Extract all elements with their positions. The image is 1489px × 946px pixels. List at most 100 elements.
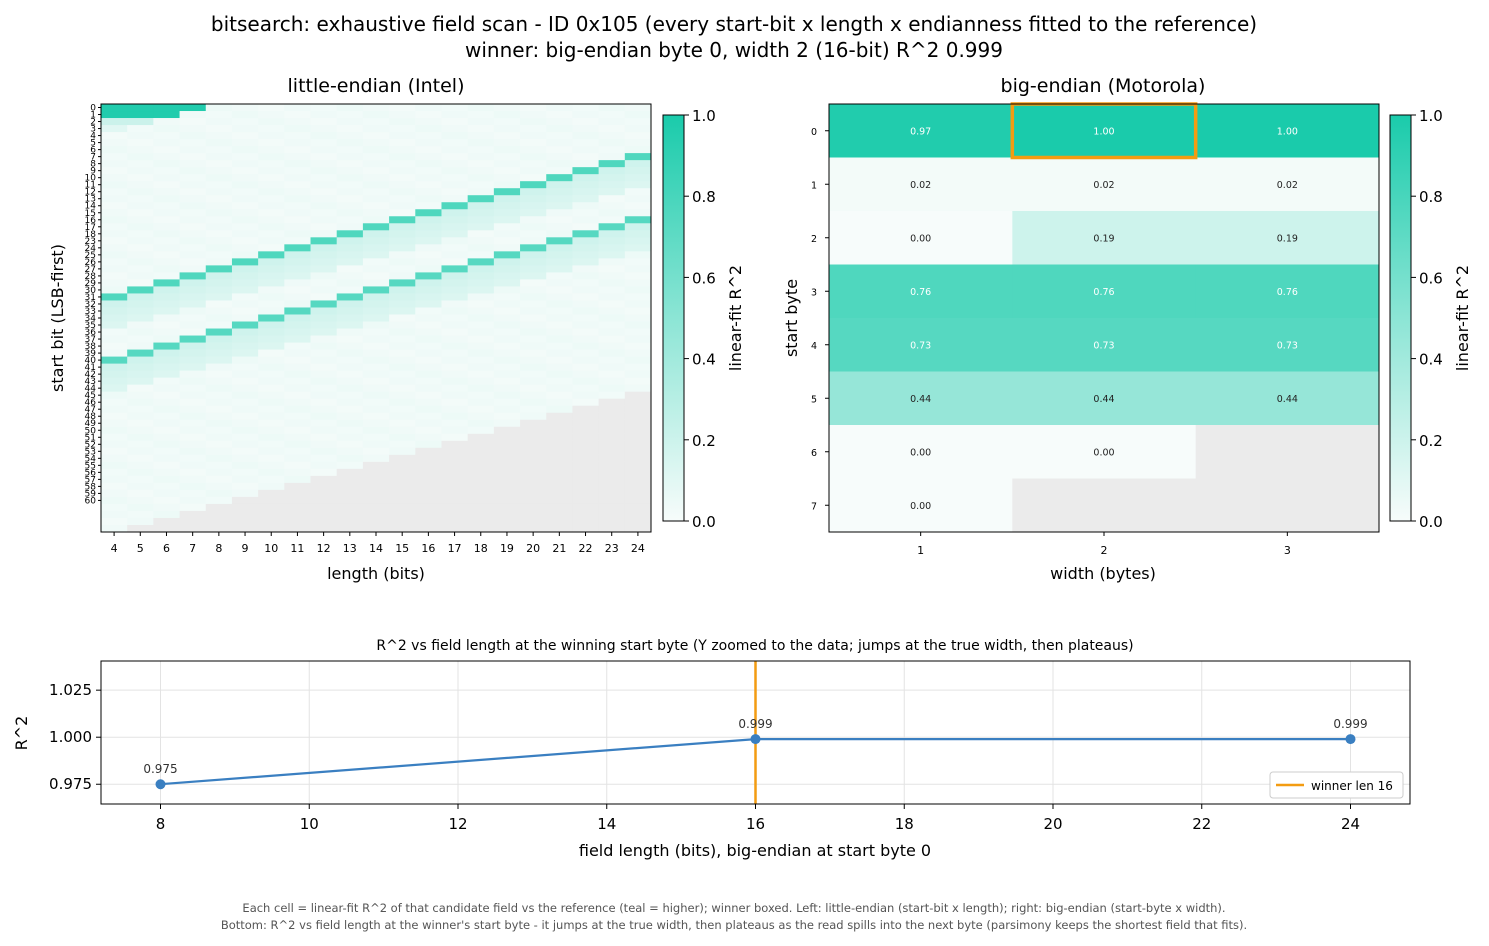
le-cell — [362, 454, 390, 463]
le-x-tick-label: 4 — [111, 542, 118, 555]
le-cell — [336, 517, 364, 526]
le-cell — [153, 328, 181, 337]
colorbar-tick-label: 0.6 — [1419, 269, 1443, 287]
le-cell — [467, 153, 495, 161]
le-cell — [520, 461, 547, 470]
le-cell — [101, 335, 128, 344]
le-cell — [546, 146, 573, 154]
le-cell — [389, 258, 416, 266]
le-x-tick-label: 10 — [264, 542, 278, 555]
le-cell — [127, 139, 154, 147]
le-cell — [310, 440, 338, 449]
le-cell — [467, 398, 495, 407]
le-cell — [362, 419, 390, 428]
le-cell — [284, 328, 312, 337]
le-y-tick-label: 25 — [85, 251, 96, 261]
le-cell — [624, 384, 652, 393]
le-cell — [441, 426, 469, 435]
le-cell — [153, 272, 181, 280]
le-cell — [441, 300, 469, 308]
le-cell — [624, 349, 652, 358]
le-cell — [572, 202, 600, 210]
le-cell — [389, 335, 416, 344]
le-cell — [546, 258, 573, 266]
le-cell — [101, 125, 128, 133]
le-y-tick-label: 23 — [85, 237, 96, 247]
le-cell — [336, 510, 364, 519]
le-cell — [389, 503, 416, 512]
le-cell — [258, 335, 285, 344]
le-cell — [362, 174, 390, 182]
le-cell — [284, 300, 312, 308]
le-cell — [205, 153, 233, 161]
le-cell — [362, 195, 390, 203]
le-cell — [127, 132, 154, 140]
le-cell — [205, 181, 233, 189]
le-cell — [310, 342, 338, 351]
le-cell — [624, 160, 652, 168]
le-cell — [493, 398, 521, 407]
le-cell — [624, 440, 652, 449]
le-cell — [101, 132, 128, 140]
le-cell — [336, 258, 364, 266]
line-x-tick-label: 10 — [300, 815, 319, 833]
le-cell — [101, 363, 128, 372]
le-cell — [310, 244, 338, 252]
le-cell — [284, 342, 312, 351]
le-cell — [284, 202, 312, 210]
le-cell — [598, 230, 626, 238]
le-cell — [336, 293, 364, 301]
le-cell — [205, 363, 233, 372]
le-cell — [389, 174, 416, 182]
le-cell — [441, 132, 469, 140]
le-cell — [310, 286, 338, 294]
le-cell — [415, 132, 442, 140]
le-cell — [467, 412, 495, 421]
le-cell — [389, 405, 416, 414]
le-cell — [153, 475, 181, 484]
le-cell — [101, 230, 128, 238]
le-cell — [624, 125, 652, 133]
le-cell — [179, 426, 207, 435]
le-cell — [336, 111, 364, 119]
be-cell-label: 0.76 — [910, 287, 931, 298]
le-cell — [231, 517, 259, 526]
le-cell — [127, 510, 154, 519]
le-cell — [598, 307, 626, 315]
le-cell — [336, 468, 364, 477]
le-cell — [598, 160, 626, 168]
le-cell — [572, 370, 600, 379]
le-cell — [101, 244, 128, 252]
le-cell — [389, 489, 416, 498]
le-cell — [389, 391, 416, 400]
le-cell — [389, 468, 416, 477]
le-cell — [101, 209, 128, 217]
le-cell — [310, 391, 338, 400]
le-cell — [520, 209, 547, 217]
le-cell — [258, 265, 285, 273]
le-cell — [572, 363, 600, 372]
le-cell — [520, 398, 547, 407]
le-cell — [546, 510, 573, 519]
le-y-tick-label: 36 — [85, 328, 97, 338]
le-cell — [127, 433, 154, 442]
le-cell — [205, 356, 233, 365]
le-cell — [153, 293, 181, 301]
le-cell — [441, 335, 469, 344]
be-cell — [1012, 371, 1197, 426]
le-cell — [493, 153, 521, 161]
legend-label: winner len 16 — [1311, 779, 1393, 793]
le-cell — [362, 118, 390, 126]
le-cell — [258, 104, 285, 112]
le-cell — [231, 447, 259, 456]
le-cell — [205, 517, 233, 526]
le-cell — [520, 482, 547, 491]
le-cell — [179, 146, 207, 154]
le-cell — [336, 321, 364, 330]
le-cell — [362, 279, 390, 287]
le-cell — [493, 475, 521, 484]
le-cell — [598, 272, 626, 280]
colorbar-tick-label: 0.0 — [1419, 513, 1443, 531]
le-cell — [179, 475, 207, 484]
le-cell — [310, 335, 338, 344]
